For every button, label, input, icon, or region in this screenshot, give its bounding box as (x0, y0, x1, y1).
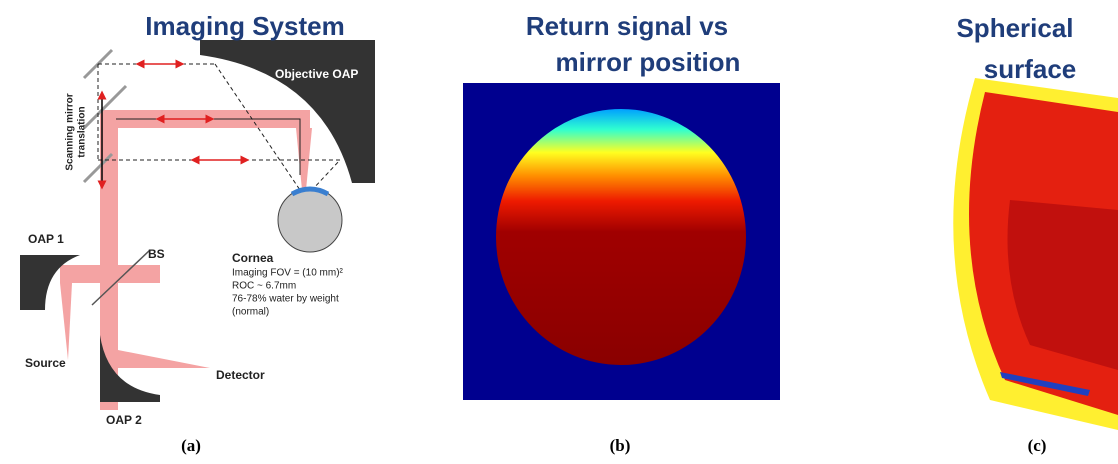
label: OAP 1 (28, 232, 64, 246)
label: Source (25, 356, 66, 370)
signal-disk (496, 109, 746, 365)
caption: (a) (181, 436, 201, 455)
caption: (c) (1028, 436, 1047, 455)
note: (normal) (232, 307, 269, 318)
panel-title: mirror position (556, 47, 741, 77)
beam (60, 283, 72, 360)
note: ROC ~ 6.7mm (232, 281, 296, 292)
panel-title: surface (984, 54, 1077, 84)
note: Imaging FOV = (10 mm)² (232, 268, 344, 279)
oap2 (100, 335, 160, 402)
label: OAP 2 (106, 413, 142, 427)
beam (296, 128, 312, 190)
caption: (b) (610, 436, 631, 455)
label: Detector (216, 368, 265, 382)
oap1 (20, 255, 80, 310)
note: 76-78% water by weight (232, 294, 339, 305)
objective-oap (200, 40, 375, 183)
surface-image (953, 78, 1118, 430)
label: Cornea (232, 251, 274, 265)
label: Scanning mirror (65, 93, 76, 170)
panel-title: Return signal vs (526, 11, 728, 41)
panel-title: Imaging System (145, 11, 344, 41)
panel-title: Spherical (956, 13, 1073, 43)
cornea-surface (290, 186, 330, 197)
diagram: Objective OAP Scanning mirror translatio… (20, 40, 375, 427)
beam (60, 265, 160, 283)
arrows (135, 59, 250, 165)
cornea (277, 187, 343, 253)
label: Objective OAP (275, 67, 358, 81)
label: BS (148, 247, 165, 261)
label: translation (77, 106, 88, 157)
beam (118, 350, 210, 368)
